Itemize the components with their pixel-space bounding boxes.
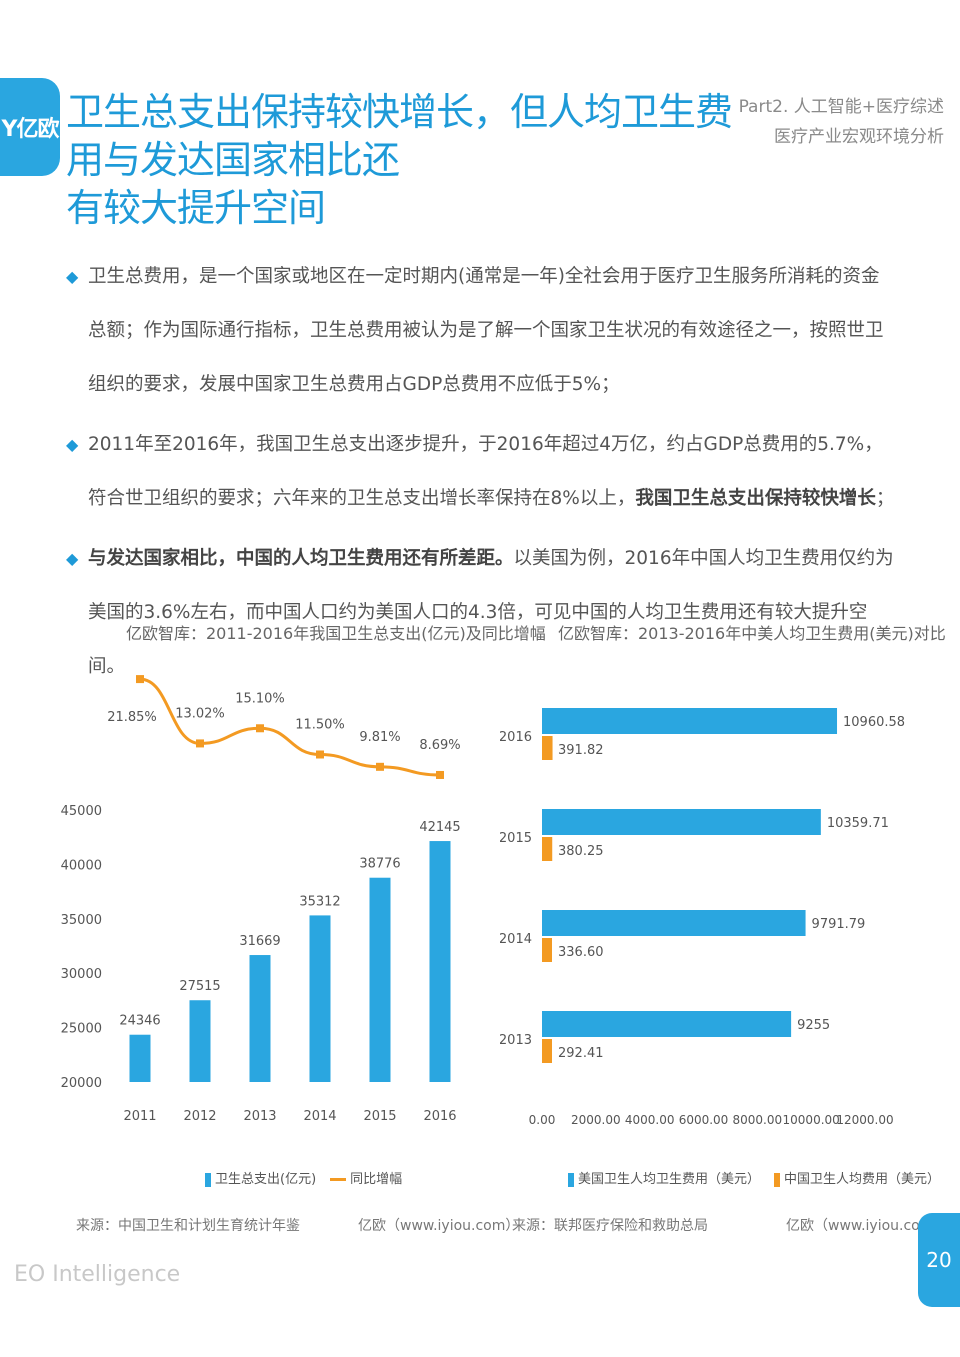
x-tick-label: 2016 (423, 1109, 456, 1124)
bar (189, 1000, 211, 1082)
bar-value-label: 42145 (419, 820, 460, 835)
legend-item-bar: 卫生总支出(亿元) (205, 1168, 316, 1187)
diamond-icon: ◆ (66, 267, 79, 286)
cn-bar (542, 736, 553, 760)
section-label: Part2. 人工智能+医疗综述 医疗产业宏观环境分析 (739, 92, 944, 152)
us-bar-label: 9255 (797, 1018, 830, 1033)
brand-logo: Y亿欧 (0, 78, 60, 176)
cn-bar-label: 292.41 (558, 1046, 604, 1061)
x-tick-label: 2015 (363, 1109, 396, 1124)
page-number: 20 (918, 1213, 960, 1307)
growth-point (376, 762, 384, 771)
bar (429, 841, 451, 1082)
cn-bar-label: 380.25 (558, 844, 604, 859)
cn-bar (542, 938, 552, 962)
growth-label: 8.69% (419, 738, 460, 753)
x-tick-label: 2012 (183, 1109, 216, 1124)
cn-bar-label: 336.60 (558, 945, 604, 960)
us-bar (542, 708, 838, 734)
x-tick-label: 2000.00 (571, 1113, 621, 1127)
us-bar (542, 1011, 792, 1037)
left-credit: 亿欧（www.iyiou.com） (358, 1218, 520, 1234)
legend-item-us: 美国卫生人均卫生费用（美元） (568, 1168, 760, 1187)
left-chart-legend: 卫生总支出(亿元) 同比增幅 (205, 1168, 402, 1187)
left-chart-title: 亿欧智库：2011-2016年我国卫生总支出(亿元)及同比增幅 (126, 624, 546, 643)
growth-label: 21.85% (107, 710, 157, 725)
cn-bar (542, 837, 553, 861)
right-chart-legend: 美国卫生人均卫生费用（美元） 中国卫生人均费用（美元） (568, 1168, 940, 1187)
growth-label: 15.10% (235, 691, 285, 706)
section-label-line-1: Part2. 人工智能+医疗综述 (738, 97, 944, 117)
bar-value-label: 27515 (179, 979, 220, 994)
y-tick-label: 20000 (61, 1076, 102, 1091)
bullet-item: ◆ 2011年至2016年，我国卫生总支出逐步提升，于2016年超过4万亿，约占… (66, 418, 896, 526)
growth-point (136, 675, 144, 684)
bar-value-label: 38776 (359, 857, 400, 872)
growth-point (256, 724, 264, 733)
y-tick-label: 40000 (61, 858, 102, 873)
x-tick-label: 2014 (303, 1109, 336, 1124)
bar (309, 915, 331, 1082)
bar (129, 1034, 151, 1082)
y-tick-label: 25000 (61, 1022, 102, 1037)
cn-bar-label: 391.82 (558, 743, 604, 758)
footer-brand: EO Intelligence (14, 1262, 181, 1287)
bar (249, 955, 271, 1082)
growth-label: 13.02% (175, 706, 225, 721)
right-credit: 亿欧（www.iyiou.com） (786, 1218, 948, 1234)
bullet-list: ◆ 卫生总费用，是一个国家或地区在一定时期内(通常是一年)全社会用于医疗卫生服务… (66, 250, 896, 700)
x-tick-label: 2011 (123, 1109, 156, 1124)
us-bar-label: 10359.71 (827, 816, 889, 831)
growth-label: 11.50% (295, 718, 345, 733)
legend-item-line: 同比增幅 (330, 1168, 402, 1187)
x-tick-label: 12000.00 (836, 1113, 893, 1127)
left-source: 来源：中国卫生和计划生育统计年鉴 (76, 1218, 300, 1234)
growth-point (196, 739, 204, 748)
cn-bar (542, 1039, 552, 1063)
us-bar (542, 910, 806, 936)
x-tick-label: 2013 (243, 1109, 276, 1124)
y-category-label: 2015 (500, 831, 532, 846)
page-title: 卫生总支出保持较快增长，但人均卫生费用与发达国家相比还 有较大提升空间 (66, 88, 746, 232)
title-line-2: 有较大提升空间 (66, 186, 326, 230)
y-category-label: 2016 (500, 730, 532, 745)
growth-point (316, 750, 324, 759)
growth-label: 9.81% (359, 730, 400, 745)
y-tick-label: 30000 (61, 967, 102, 982)
growth-point (436, 770, 444, 779)
right-chart: 10960.58 391.82 2016 10359.71 380.25 2015 9791… (500, 708, 905, 1127)
us-bar (542, 809, 821, 835)
x-tick-label: 10000.00 (783, 1113, 840, 1127)
y-tick-label: 35000 (61, 913, 102, 928)
right-chart-title: 亿欧智库：2013-2016年中美人均卫生费用(美元)对比 (558, 624, 946, 643)
us-bar-label: 10960.58 (843, 715, 905, 730)
right-source: 来源：联邦医疗保险和救助总局 (512, 1218, 708, 1234)
y-tick-label: 45000 (61, 804, 102, 819)
diamond-icon: ◆ (66, 435, 79, 454)
legend-item-cn: 中国卫生人均费用（美元） (774, 1168, 940, 1187)
section-label-line-2: 医疗产业宏观环境分析 (774, 127, 944, 147)
x-tick-label: 8000.00 (733, 1113, 783, 1127)
y-category-label: 2014 (500, 932, 532, 947)
bar-value-label: 35312 (299, 894, 340, 909)
bar (369, 877, 391, 1082)
bar-value-label: 31669 (239, 934, 280, 949)
us-bar-label: 9791.79 (812, 917, 866, 932)
x-tick-label: 6000.00 (679, 1113, 729, 1127)
bullet-item: ◆ 与发达国家相比，中国的人均卫生费用还有所差距。以美国为例，2016年中国人均… (66, 532, 896, 694)
growth-line (139, 677, 441, 777)
y-category-label: 2013 (500, 1033, 532, 1048)
x-tick-label: 4000.00 (625, 1113, 675, 1127)
diamond-icon: ◆ (66, 549, 79, 568)
bar-value-label: 24346 (119, 1014, 160, 1029)
title-line-1: 卫生总支出保持较快增长，但人均卫生费用与发达国家相比还 (66, 90, 733, 182)
bullet-item: ◆ 卫生总费用，是一个国家或地区在一定时期内(通常是一年)全社会用于医疗卫生服务… (66, 250, 896, 412)
x-tick-label: 0.00 (529, 1113, 556, 1127)
left-chart: 20000 25000 30000 35000 40000 45000 24346 2011 2… (61, 675, 461, 1124)
